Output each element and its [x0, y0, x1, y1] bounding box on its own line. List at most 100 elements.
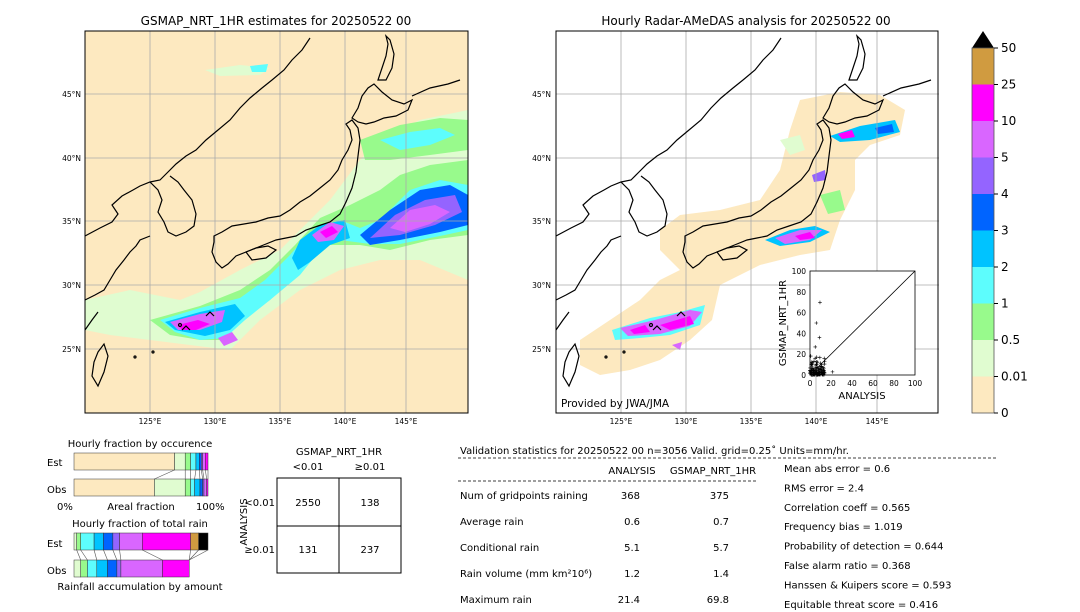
stat-cell: 375: [710, 491, 729, 502]
fraction-segment: [76, 532, 81, 551]
fraction-segment: [195, 452, 200, 471]
fraction-segment: [116, 559, 122, 578]
svg-text:100%: 100%: [196, 502, 225, 513]
svg-text:<0.01: <0.01: [244, 498, 275, 509]
score-line: RMS error = 2.4: [784, 483, 864, 494]
fraction-segment: [202, 452, 206, 471]
colorbar-segment: [972, 267, 994, 304]
svg-text:<0.01: <0.01: [293, 462, 324, 473]
colorbar: 0 0.01 0.5 1 2 3 4 5 10 25 50: [971, 31, 1028, 420]
scatter-ytick: 0: [801, 371, 806, 380]
fraction-segment: [87, 559, 98, 578]
svg-text:45°N: 45°N: [62, 90, 81, 99]
colorbar-segment: [972, 48, 994, 85]
scatter-point: [818, 361, 823, 365]
scatter-point: [809, 370, 814, 375]
colorbar-segment: [972, 157, 994, 194]
svg-text:140°E: 140°E: [334, 417, 357, 426]
stat-cell: 21.4: [618, 595, 640, 606]
colorbar-label: 2: [1001, 260, 1009, 274]
scatter-point: [811, 372, 816, 376]
scatter-xtick: 0: [808, 379, 813, 388]
colorbar-label: 25: [1001, 78, 1016, 92]
svg-text:Areal fraction: Areal fraction: [107, 502, 174, 513]
scatter-point: [818, 373, 822, 377]
stat-cell: 368: [621, 491, 640, 502]
svg-text:125°E: 125°E: [610, 417, 633, 426]
svg-text:40°N: 40°N: [62, 154, 81, 163]
svg-text:130°E: 130°E: [675, 417, 698, 426]
svg-text:145°E: 145°E: [866, 417, 889, 426]
scatter-point: [813, 366, 817, 371]
stat-cell: Rain volume (mm km²10⁶): [460, 569, 592, 580]
scatter-point: [813, 345, 818, 349]
scatter-point: [821, 365, 825, 370]
left-lat-ticks: 45°N 40°N 35°N 30°N 25°N: [62, 90, 81, 354]
fraction-segment: [194, 478, 201, 497]
svg-text:25°N: 25°N: [532, 345, 551, 354]
svg-text:30°N: 30°N: [62, 281, 81, 290]
colorbar-label: 1: [1001, 297, 1009, 311]
scatter-point: [814, 359, 819, 364]
svg-text:≥0.01: ≥0.01: [244, 545, 275, 556]
score-line: False alarm ratio = 0.368: [784, 561, 911, 572]
right-lon-ticks: 125°E 130°E 135°E 140°E 145°E: [610, 417, 889, 426]
stat-cell: 5.7: [713, 543, 729, 554]
fraction-segment: [174, 452, 186, 471]
svg-text:≥0.01: ≥0.01: [355, 462, 386, 473]
colorbar-segment: [972, 303, 994, 340]
scatter-xtick: 20: [826, 379, 836, 388]
score-line: Probability of detection = 0.644: [784, 542, 943, 553]
svg-text:0%: 0%: [57, 502, 73, 513]
total-rain-chart: Hourly fraction of total rain Est Obs Ra…: [47, 519, 223, 593]
svg-text:130°E: 130°E: [204, 417, 227, 426]
right-map: Hourly Radar-AMeDAS analysis for 2025052…: [532, 14, 940, 426]
scatter-inset: 00 20 20 40 40 60 60 80 80 100 100 ANALYSIS GSMAP_…: [778, 267, 922, 402]
scatter-point: [813, 356, 817, 361]
fraction-segment: [190, 452, 197, 471]
fraction-segment: [80, 532, 95, 551]
fraction-segment: [93, 532, 104, 551]
score-line: Hanssen & Kuipers score = 0.593: [784, 580, 951, 591]
stat-cell: Average rain: [460, 517, 524, 528]
stat-cell: Conditional rain: [460, 543, 539, 554]
stat-cell: 1.4: [713, 569, 729, 580]
scatter-point: [810, 365, 814, 370]
fraction-segment: [190, 478, 195, 497]
stat-cell: 1.2: [624, 569, 640, 580]
scatter-point: [818, 355, 822, 360]
scatter-xtick: 60: [868, 379, 878, 388]
left-map-title: GSMAP_NRT_1HR estimates for 20250522 00: [141, 14, 412, 28]
svg-text:GSMAP_NRT_1HR: GSMAP_NRT_1HR: [296, 447, 382, 458]
right-lat-ticks: 45°N 40°N 35°N 30°N 25°N: [532, 90, 551, 354]
left-rain-field: [85, 64, 468, 350]
scatter-point: [830, 370, 835, 374]
colorbar-label: 3: [1001, 224, 1009, 238]
svg-text:145°E: 145°E: [395, 417, 418, 426]
colorbar-segment: [972, 121, 994, 158]
svg-text:40°N: 40°N: [532, 154, 551, 163]
fraction-segment: [206, 478, 209, 497]
scatter-point: [812, 359, 816, 364]
fraction-segment: [80, 559, 88, 578]
scatter-point: [821, 368, 826, 372]
contingency-table: GSMAP_NRT_1HR <0.01 ≥0.01 ANALYSIS <0.01…: [239, 447, 402, 574]
fraction-segment: [142, 532, 191, 551]
scatter-ylabel: GSMAP_NRT_1HR: [778, 280, 789, 366]
svg-text:131: 131: [298, 545, 317, 556]
score-line: Equitable threat score = 0.416: [784, 600, 938, 611]
svg-text:Hourly fraction of total rain: Hourly fraction of total rain: [72, 519, 208, 530]
stat-cell: 69.8: [707, 595, 729, 606]
svg-text:Hourly fraction by occurence: Hourly fraction by occurence: [68, 439, 212, 450]
fraction-segment: [205, 452, 209, 471]
colorbar-segment: [972, 340, 994, 377]
svg-text:Obs: Obs: [47, 566, 66, 577]
left-lon-ticks: 125°E 130°E 135°E 140°E 145°E: [139, 417, 418, 426]
left-map: GSMAP_NRT_1HR estimates for 20250522 00: [62, 14, 469, 426]
scatter-point: [822, 356, 827, 361]
colorbar-segment: [972, 376, 994, 413]
fraction-segment: [103, 532, 114, 551]
svg-text:35°N: 35°N: [532, 217, 551, 226]
svg-text:35°N: 35°N: [62, 217, 81, 226]
svg-text:237: 237: [360, 545, 379, 556]
